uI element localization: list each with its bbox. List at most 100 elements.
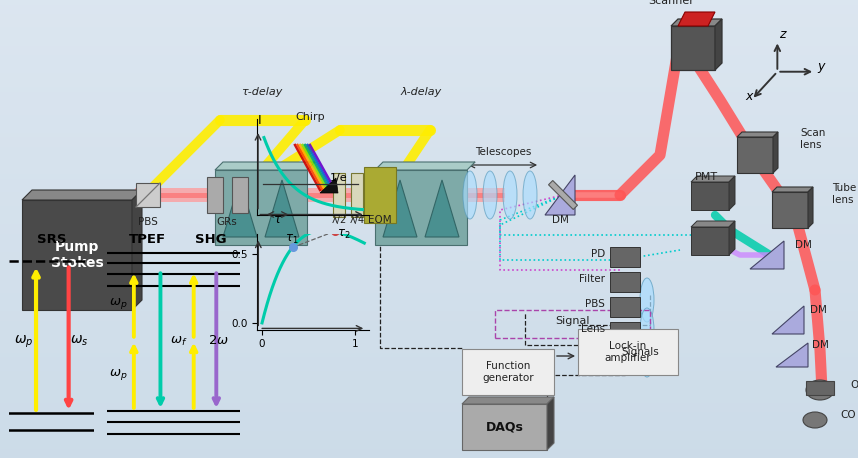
Bar <box>0 46 858 50</box>
Bar <box>0 224 858 229</box>
Text: TPEF: TPEF <box>129 234 166 246</box>
Polygon shape <box>772 306 804 334</box>
Ellipse shape <box>640 278 654 322</box>
Text: SRS: SRS <box>37 234 66 246</box>
Polygon shape <box>691 221 735 227</box>
Ellipse shape <box>483 171 497 219</box>
Bar <box>0 256 858 261</box>
Text: DM: DM <box>810 305 827 315</box>
Bar <box>0 394 858 398</box>
FancyBboxPatch shape <box>351 173 363 217</box>
Bar <box>0 357 858 362</box>
Text: Scanner: Scanner <box>648 0 694 6</box>
Bar <box>0 27 858 32</box>
Bar <box>0 206 858 211</box>
FancyBboxPatch shape <box>207 177 223 213</box>
FancyBboxPatch shape <box>610 247 640 267</box>
Text: $\omega_p$: $\omega_p$ <box>109 296 127 311</box>
Bar <box>0 426 858 431</box>
Bar <box>0 266 858 270</box>
Bar <box>0 114 858 119</box>
Bar <box>0 298 858 302</box>
Polygon shape <box>671 19 722 26</box>
Text: CO: CO <box>840 410 855 420</box>
Bar <box>0 18 858 23</box>
FancyBboxPatch shape <box>364 167 396 223</box>
Bar <box>0 0 858 5</box>
Bar <box>0 398 858 403</box>
Bar <box>0 202 858 206</box>
Bar <box>0 289 858 293</box>
Ellipse shape <box>463 171 477 219</box>
FancyBboxPatch shape <box>806 381 834 395</box>
Bar <box>0 128 858 133</box>
Polygon shape <box>265 180 299 237</box>
Text: OB: OB <box>850 380 858 390</box>
Bar <box>0 243 858 247</box>
Bar <box>0 188 858 192</box>
Polygon shape <box>808 187 813 228</box>
Text: PBS: PBS <box>585 299 605 309</box>
Bar <box>0 247 858 252</box>
Bar <box>0 87 858 92</box>
FancyArrow shape <box>135 192 505 197</box>
Bar <box>0 412 858 417</box>
Bar <box>0 284 858 289</box>
Bar <box>0 238 858 243</box>
Polygon shape <box>773 132 778 173</box>
Text: Scan
lens: Scan lens <box>800 128 825 150</box>
Text: y: y <box>817 60 825 73</box>
Bar <box>0 179 858 183</box>
Text: 1/e: 1/e <box>329 174 347 183</box>
Ellipse shape <box>523 171 537 219</box>
Text: Signal: Signal <box>555 316 589 326</box>
Text: Telescopes: Telescopes <box>474 147 531 157</box>
Text: EOM: EOM <box>368 215 392 225</box>
Bar <box>0 142 858 147</box>
Bar <box>0 435 858 440</box>
Text: $\omega_p$: $\omega_p$ <box>109 367 127 382</box>
Text: SHG: SHG <box>195 234 227 246</box>
Bar <box>0 234 858 238</box>
Text: $\omega_p$: $\omega_p$ <box>15 333 33 350</box>
FancyBboxPatch shape <box>610 297 640 317</box>
Bar <box>0 169 858 174</box>
Bar <box>0 339 858 344</box>
Text: τ-delay: τ-delay <box>241 87 282 97</box>
Text: PBS: PBS <box>138 217 158 227</box>
Bar <box>0 353 858 357</box>
Ellipse shape <box>503 171 517 219</box>
FancyBboxPatch shape <box>578 329 678 375</box>
Polygon shape <box>691 176 735 182</box>
Text: Lock-in
amplifier: Lock-in amplifier <box>605 341 651 363</box>
Bar <box>0 334 858 339</box>
FancyBboxPatch shape <box>671 26 715 70</box>
Bar <box>0 311 858 316</box>
Bar <box>0 137 858 142</box>
Text: I: I <box>258 114 262 127</box>
Polygon shape <box>772 187 813 192</box>
Bar <box>0 156 858 160</box>
Bar <box>0 371 858 376</box>
Text: $2\omega$: $2\omega$ <box>208 333 229 347</box>
Polygon shape <box>425 180 459 237</box>
Text: λ-delay: λ-delay <box>401 87 442 97</box>
FancyArrow shape <box>135 188 505 202</box>
Bar <box>0 261 858 266</box>
Bar <box>0 133 858 137</box>
Text: DM: DM <box>552 215 569 225</box>
Bar <box>0 41 858 46</box>
Bar <box>0 431 858 435</box>
Polygon shape <box>737 132 778 137</box>
FancyBboxPatch shape <box>333 173 345 217</box>
Text: λ/4: λ/4 <box>349 215 365 225</box>
Bar <box>0 211 858 215</box>
Bar <box>0 307 858 311</box>
Bar <box>0 366 858 371</box>
Text: Filter: Filter <box>579 274 605 284</box>
Polygon shape <box>215 162 315 170</box>
Bar <box>0 316 858 321</box>
Text: PMT: PMT <box>694 172 717 182</box>
Ellipse shape <box>806 380 834 400</box>
Text: $\tau_2$: $\tau_2$ <box>337 228 351 241</box>
